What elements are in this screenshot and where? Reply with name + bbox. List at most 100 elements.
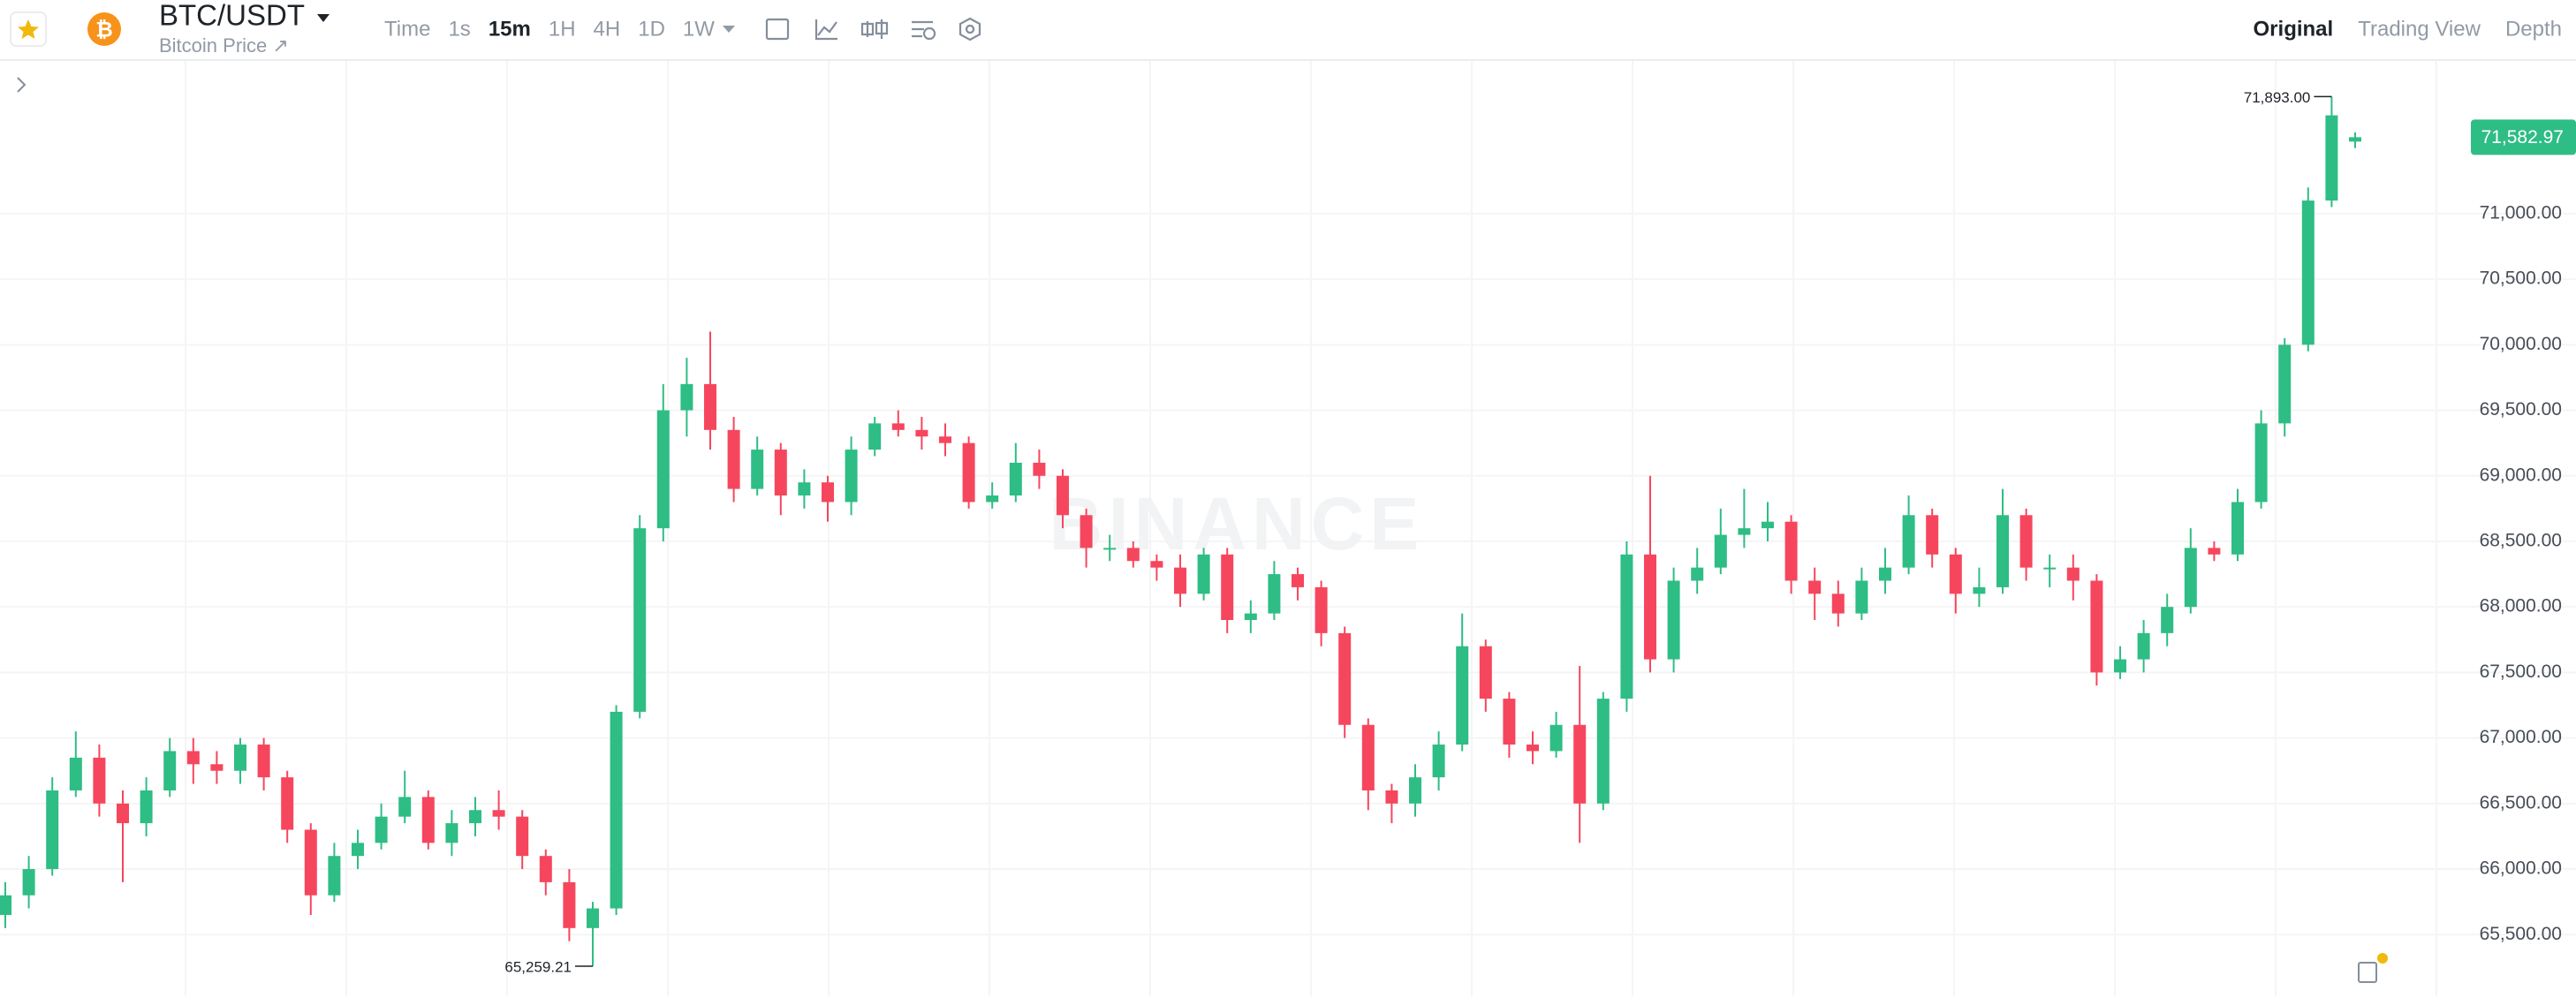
candle-body bbox=[22, 869, 35, 896]
interval-tab[interactable]: 1H bbox=[549, 17, 576, 41]
candle-body bbox=[1996, 515, 2009, 587]
candle-body bbox=[1385, 790, 1398, 804]
candle-body bbox=[2161, 607, 2174, 633]
candle-body bbox=[1784, 521, 1798, 581]
candle-body bbox=[2301, 200, 2315, 345]
candle-body bbox=[163, 751, 177, 790]
view-tab[interactable]: Original bbox=[2254, 17, 2334, 41]
interval-tab[interactable]: 4H bbox=[594, 17, 621, 41]
view-tab[interactable]: Trading View bbox=[2358, 17, 2481, 41]
candle-body bbox=[1244, 613, 1257, 621]
y-tick-label: 69,500.00 bbox=[2480, 399, 2562, 420]
view-tabs: Depth Trading View Original bbox=[2254, 17, 2562, 41]
candle-body bbox=[1527, 745, 1539, 752]
interval-tab[interactable]: 1D bbox=[638, 17, 665, 41]
candle-body bbox=[1479, 646, 1492, 699]
watermark: BINANCE bbox=[1049, 482, 1425, 565]
expand-arrow[interactable] bbox=[17, 77, 27, 93]
candle-body bbox=[1808, 580, 1822, 594]
candle-body bbox=[210, 764, 224, 771]
coin-symbol: ₿ bbox=[95, 18, 113, 42]
toolbar bbox=[0, 0, 2576, 60]
y-tick-label: 68,500.00 bbox=[2480, 531, 2562, 551]
symbol[interactable]: BTC/USDT bbox=[159, 0, 305, 32]
settings-icon[interactable] bbox=[958, 17, 981, 42]
candle-body bbox=[445, 823, 458, 843]
candle-body bbox=[1596, 699, 1610, 804]
candle-body bbox=[375, 816, 388, 843]
candle-body bbox=[469, 810, 481, 824]
candle-body bbox=[281, 777, 294, 830]
candle-body bbox=[93, 757, 106, 804]
candle-body bbox=[2254, 423, 2268, 503]
candle-body bbox=[1879, 567, 1891, 581]
candle-body bbox=[2349, 137, 2361, 142]
notes-icon[interactable] bbox=[2358, 953, 2388, 983]
candle-body bbox=[1691, 567, 1704, 581]
candle-body bbox=[822, 482, 834, 503]
candle-body bbox=[2278, 344, 2292, 424]
candle-body bbox=[2019, 515, 2033, 568]
candle-body bbox=[962, 442, 975, 503]
candle-body bbox=[1361, 724, 1375, 790]
calendar-icon[interactable] bbox=[765, 18, 790, 41]
candle-body bbox=[2066, 567, 2080, 581]
candle-body bbox=[1549, 724, 1563, 752]
candle-body bbox=[1432, 745, 1445, 778]
y-tick-label: 69,000.00 bbox=[2480, 465, 2562, 485]
candle-body bbox=[868, 423, 882, 450]
indicator-icon[interactable] bbox=[814, 19, 837, 41]
candle-body bbox=[1126, 548, 1140, 562]
candle-body bbox=[46, 790, 59, 870]
notes-frame bbox=[2358, 962, 2377, 983]
candle-body bbox=[421, 797, 435, 843]
interval-tab[interactable]: Time bbox=[384, 17, 430, 41]
candle-body bbox=[1762, 521, 1774, 529]
candle-body bbox=[69, 757, 82, 790]
candle-body bbox=[539, 856, 552, 882]
candle-body bbox=[1292, 574, 1304, 587]
candle-body bbox=[2184, 548, 2197, 608]
candle-body bbox=[516, 816, 529, 857]
interval-tab[interactable]: 1s bbox=[448, 17, 470, 41]
candle-body bbox=[610, 711, 623, 909]
candle-body bbox=[1503, 699, 1516, 745]
candle-body bbox=[2137, 632, 2150, 660]
notes-dot bbox=[2377, 953, 2388, 964]
subtitle[interactable]: Bitcoin Price ↗ bbox=[159, 34, 289, 57]
candle-body bbox=[140, 790, 153, 824]
candle-body bbox=[1315, 586, 1328, 633]
y-tick-label: 66,000.00 bbox=[2480, 858, 2562, 879]
coin-icon bbox=[87, 12, 121, 46]
candle-body bbox=[2208, 548, 2221, 555]
candle-body bbox=[2043, 567, 2057, 570]
candle-body bbox=[1221, 554, 1234, 621]
candle-body bbox=[656, 410, 670, 529]
candle-icon[interactable] bbox=[860, 19, 889, 39]
candle-body bbox=[1667, 580, 1680, 660]
y-tick-label: 71,000.00 bbox=[2480, 202, 2562, 223]
candle-body bbox=[1831, 594, 1845, 614]
candle-body bbox=[117, 803, 129, 824]
candle-body bbox=[1738, 528, 1751, 535]
candle-body bbox=[1057, 475, 1069, 516]
settings-list-icon[interactable] bbox=[912, 20, 936, 41]
y-tick-label: 70,500.00 bbox=[2480, 268, 2562, 289]
interval-dropdown[interactable] bbox=[723, 26, 735, 33]
candle-body bbox=[1573, 724, 1587, 804]
interval-tab[interactable]: 15m bbox=[489, 17, 531, 41]
last-price-label: 71,582.97 bbox=[2481, 127, 2564, 147]
candle-body bbox=[398, 797, 412, 817]
star-icon bbox=[18, 19, 39, 39]
candle-body bbox=[1338, 632, 1352, 725]
symbol-caret[interactable] bbox=[317, 14, 330, 22]
candle-body bbox=[727, 429, 740, 489]
candle-body bbox=[1268, 574, 1281, 614]
view-tab[interactable]: Depth bbox=[2505, 17, 2562, 41]
interval-tab[interactable]: 1W bbox=[683, 17, 715, 41]
plot: 65,500.00 66,000.00 66,500.00 67,000.00 67,5… bbox=[0, 61, 2576, 996]
candle-body bbox=[492, 810, 505, 817]
annotation-label: 65,259.21 bbox=[504, 958, 572, 975]
candle-body bbox=[0, 895, 11, 915]
